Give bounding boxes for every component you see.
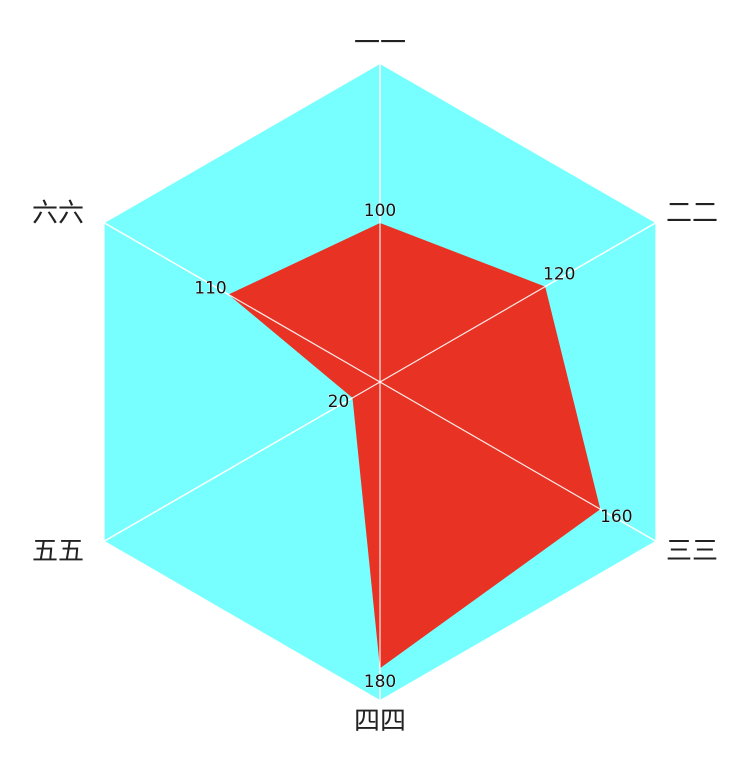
data-label: 110 bbox=[194, 279, 226, 299]
axis-label: 五五 bbox=[32, 537, 84, 567]
axis-label: 二二 bbox=[666, 199, 718, 229]
data-label: 100 bbox=[364, 201, 396, 221]
axis-label: 四四 bbox=[354, 707, 406, 737]
spoke-line-overlay bbox=[104, 222, 381, 383]
data-label: 120 bbox=[543, 265, 575, 285]
spoke-line-overlay bbox=[104, 381, 381, 542]
data-area-polygon bbox=[228, 223, 601, 669]
data-label: 20 bbox=[328, 392, 350, 412]
data-label: 180 bbox=[364, 672, 396, 692]
axis-label: 六六 bbox=[32, 199, 84, 229]
spoke-line-overlay bbox=[379, 381, 656, 542]
axis-label: 三三 bbox=[666, 537, 718, 567]
data-labels: 100 120 160 180 20 110 bbox=[194, 201, 633, 693]
axis-label: 一一 bbox=[354, 29, 406, 59]
spoke-line-overlay bbox=[379, 222, 656, 383]
data-label: 160 bbox=[600, 507, 632, 527]
